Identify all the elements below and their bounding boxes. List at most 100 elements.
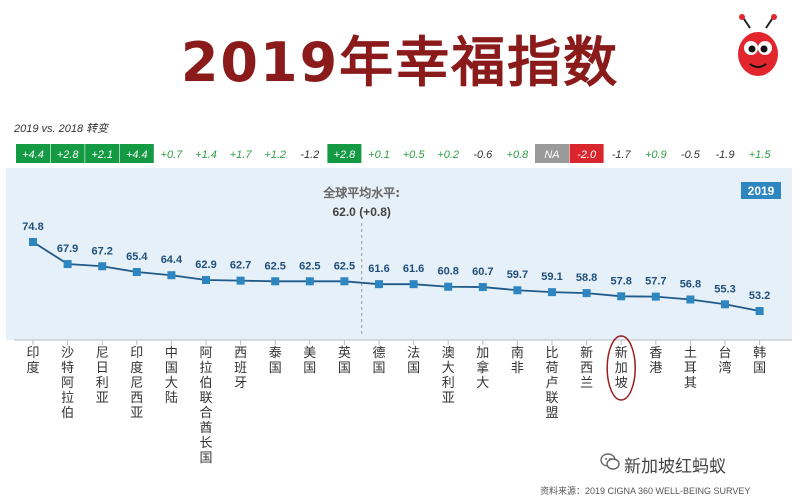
- data-point-14: [513, 286, 522, 295]
- x-tick-label-10: 德国: [372, 346, 385, 376]
- x-tick-label-17: 新加坡: [615, 345, 628, 391]
- change-label-2: +2.1: [91, 149, 113, 161]
- change-box-15: [535, 144, 569, 163]
- change-label-14: +0.8: [507, 149, 530, 161]
- x-tick-label-13: 加拿大: [476, 346, 489, 391]
- data-label-6: 62.7: [230, 260, 251, 272]
- data-point-15: [548, 288, 556, 297]
- change-label-4: +0.7: [161, 149, 184, 161]
- x-tick-label-7: 泰国: [269, 346, 282, 376]
- change-label-3: +4.4: [126, 149, 148, 161]
- highlight-circle: [606, 335, 636, 401]
- data-label-10: 61.6: [368, 263, 389, 275]
- change-label-7: +1.2: [264, 149, 286, 161]
- change-box-1: [50, 144, 85, 163]
- change-label-16: -2.0: [577, 149, 597, 161]
- x-tick-label-11: 法国: [407, 346, 420, 376]
- x-tick-label-9: 英国: [338, 346, 351, 376]
- data-label-7: 62.5: [264, 260, 285, 272]
- data-label-18: 57.7: [645, 276, 666, 288]
- x-tick-label-3: 印度尼西亚: [130, 346, 143, 421]
- wechat-icon: [600, 453, 620, 470]
- change-box-16: [569, 144, 604, 163]
- data-label-19: 56.8: [680, 279, 701, 291]
- change-box-2: [85, 144, 120, 163]
- data-point-17: [617, 292, 626, 301]
- data-point-20: [721, 300, 729, 309]
- average-value: 62.0 (+0.8): [333, 205, 391, 219]
- data-point-6: [236, 276, 245, 285]
- x-tick-label-15: 比荷卢联盟: [545, 346, 558, 421]
- change-label-19: -0.5: [681, 149, 701, 161]
- data-point-11: [409, 280, 418, 289]
- data-label-9: 62.5: [334, 260, 355, 272]
- x-tick-label-21: 韩国: [753, 346, 766, 376]
- change-label-12: +0.2: [437, 149, 459, 161]
- data-label-0: 74.8: [22, 221, 43, 233]
- x-tick-label-19: 土耳其: [684, 346, 697, 391]
- data-label-20: 55.3: [714, 283, 735, 295]
- x-tick-label-6: 西班牙: [234, 346, 247, 391]
- data-label-16: 58.8: [576, 272, 597, 284]
- x-tick-label-8: 美国: [303, 346, 316, 376]
- data-point-5: [202, 276, 210, 285]
- change-label-20: -1.9: [716, 149, 735, 161]
- x-tick-label-0: 印度: [26, 346, 39, 376]
- data-point-7: [271, 277, 280, 286]
- red-ant-logo-icon: [738, 14, 778, 76]
- comparison-label: 2019 vs. 2018 转变: [14, 123, 109, 135]
- data-point-18: [651, 292, 660, 301]
- change-box-9: [327, 144, 362, 163]
- change-label-9: +2.8: [334, 149, 357, 161]
- data-label-5: 62.9: [195, 259, 216, 271]
- x-tick-label-20: 台湾: [718, 346, 731, 376]
- series-line: [32, 241, 760, 312]
- data-point-21: [755, 307, 764, 315]
- change-label-13: -0.6: [473, 149, 493, 161]
- change-label-1: +2.8: [57, 149, 80, 161]
- x-tick-label-14: 南非: [511, 345, 524, 376]
- x-tick-label-2: 尼日利亚: [96, 346, 109, 406]
- data-point-2: [98, 262, 107, 271]
- data-label-17: 57.8: [610, 275, 631, 287]
- data-point-13: [478, 283, 487, 292]
- happiness-line-chart: +4.4 +2.8 +2.1 +4.4 +0.7 +1.4 +1.7 +1.2 -1.2 +2.8…: [6, 144, 792, 466]
- change-label-15: NA: [544, 149, 559, 161]
- data-label-4: 64.4: [161, 254, 183, 266]
- wechat-account-name: 新加坡红蚂蚁: [624, 457, 726, 477]
- average-label: 全球平均水平:: [322, 185, 400, 200]
- change-label-0: +4.4: [22, 149, 44, 161]
- data-label-11: 61.6: [403, 263, 424, 275]
- x-tick-label-16: 新西兰: [580, 345, 593, 391]
- data-label-21: 53.2: [749, 290, 770, 302]
- data-label-12: 60.8: [437, 266, 458, 278]
- change-label-17: -1.7: [612, 149, 632, 161]
- change-label-8: -1.2: [300, 149, 319, 161]
- chart-title: 2019年幸福指数: [180, 31, 620, 94]
- x-tick-label-18: 香港: [649, 346, 662, 376]
- change-label-21: +1.5: [749, 149, 772, 161]
- year-badge: [741, 182, 781, 199]
- data-point-4: [167, 271, 176, 280]
- data-point-3: [132, 268, 141, 277]
- data-point-19: [686, 295, 695, 304]
- chart-panel: [6, 168, 792, 340]
- data-point-1: [63, 260, 72, 269]
- data-point-12: [444, 282, 453, 291]
- change-box-0: [16, 144, 50, 163]
- source-note: 资料来源：2019 CIGNA 360 WELL-BEING SURVEY: [540, 486, 751, 496]
- change-label-11: +0.5: [403, 149, 426, 161]
- year-badge-label: 2019: [748, 184, 775, 198]
- data-label-15: 59.1: [541, 271, 562, 283]
- data-label-3: 65.4: [126, 251, 148, 263]
- data-label-13: 60.7: [472, 266, 493, 278]
- data-point-10: [375, 280, 383, 289]
- change-label-18: +0.9: [645, 149, 667, 161]
- change-label-5: +1.4: [195, 149, 217, 161]
- data-label-14: 59.7: [507, 269, 528, 281]
- x-tick-label-12: 澳大利亚: [442, 345, 455, 406]
- data-point-16: [582, 289, 591, 298]
- x-tick-label-1: 沙特阿拉伯: [61, 346, 74, 421]
- data-label-2: 67.2: [91, 245, 112, 257]
- data-label-8: 62.5: [299, 260, 320, 272]
